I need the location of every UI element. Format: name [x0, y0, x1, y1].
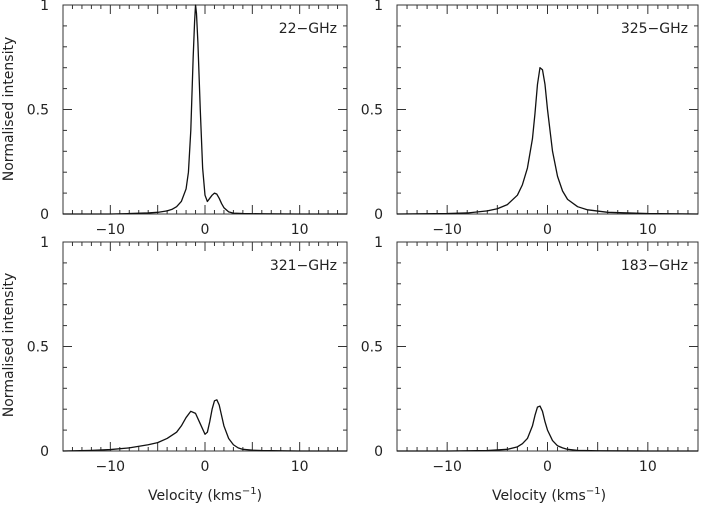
x-tick-label: 0 [543, 222, 552, 238]
chart-panel: −10 0 10 0 0.5 1 183−GHz [361, 235, 699, 475]
x-tick-label: 0 [543, 459, 552, 475]
x-tick-label: −10 [432, 459, 462, 475]
y-tick-label: 0.5 [361, 103, 383, 119]
series-line [396, 67, 699, 215]
panel-title: 325−GHz [621, 21, 688, 37]
panel-title: 22−GHz [279, 21, 337, 37]
x-tick-label: 10 [639, 222, 657, 238]
y-tick-label: 0 [374, 207, 383, 223]
y-tick-label: 0.5 [361, 340, 383, 356]
y-tick-label: 0.5 [27, 340, 49, 356]
x-tick-label: −10 [432, 222, 462, 238]
x-tick-label: 10 [639, 459, 657, 475]
chart-panel: −10 0 10 0 0.5 1 22−GHz [27, 0, 348, 238]
x-tick-label: 0 [201, 222, 210, 238]
x-tick-label: −10 [96, 459, 126, 475]
y-tick-label: 1 [40, 0, 49, 14]
x-axis-label-exponent: −1 [242, 486, 257, 497]
y-tick-label: 1 [374, 235, 383, 251]
x-axis-label-text: Velocity (kms [492, 488, 586, 504]
chart-panel: −10 0 10 0 0.5 1 321−GHz [27, 235, 348, 475]
y-tick-label: 0.5 [27, 103, 49, 119]
x-axis-label-close: ) [601, 488, 606, 504]
x-axis-label-close: ) [257, 488, 262, 504]
x-axis-label-right: Velocity (kms−1) [492, 486, 606, 504]
series-line [62, 399, 347, 452]
panel-title: 321−GHz [270, 258, 337, 274]
y-tick-label: 0 [40, 207, 49, 223]
y-axis-label-top: Normalised intensity [1, 37, 17, 181]
y-tick-label: 1 [40, 235, 49, 251]
y-tick-label: 1 [374, 0, 383, 14]
x-tick-label: 0 [201, 459, 210, 475]
x-axis-label-exponent: −1 [586, 486, 601, 497]
chart-panel: −10 0 10 0 0.5 1 325−GHz [361, 0, 699, 238]
x-axis-label-text: Velocity (kms [148, 488, 242, 504]
panel-title: 183−GHz [621, 258, 688, 274]
x-tick-label: 10 [291, 459, 309, 475]
x-tick-label: 10 [291, 222, 309, 238]
x-tick-label: −10 [96, 222, 126, 238]
y-tick-label: 0 [374, 444, 383, 460]
y-tick-label: 0 [40, 444, 49, 460]
y-axis-label-bottom: Normalised intensity [1, 273, 17, 417]
x-axis-label-left: Velocity (kms−1) [148, 486, 262, 504]
series-line [63, 4, 347, 215]
series-line [397, 405, 698, 452]
